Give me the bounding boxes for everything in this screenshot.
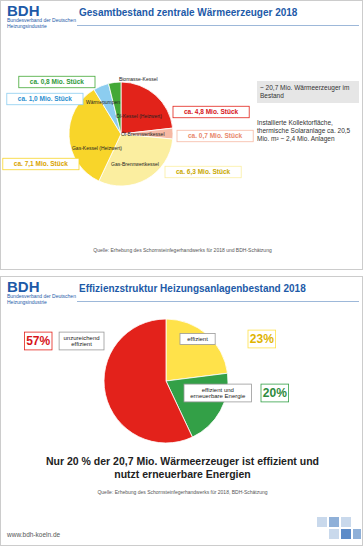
html-text:Gesamtbestand zentrale Wärmeer: Gesamtbestand zentrale Wärmeerzeuger 201… [79,7,298,18]
svg-text:ca. 1,0 Mio. Stück: ca. 1,0 Mio. Stück [18,95,73,103]
svg-text:effizient: effizient [187,336,208,342]
html-text:BDH: BDH [7,278,40,295]
html-text:Bundesverband der Deutschen He: Bundesverband der Deutschen Heizungsindu… [7,293,76,305]
svg-text:ca. 0,8 Mio. Stück: ca. 0,8 Mio. Stück [30,78,85,86]
html-text:BDH: BDH [7,2,40,19]
html-text:Effizienzstruktur Heizungsanla: Effizienzstruktur Heizungsanlagenbestand… [79,283,306,294]
html-text:Installierte Kollektorfläche,: Installierte Kollektorfläche, thermische… [257,119,351,142]
svg-text:ca. 0,7 Mio. Stück: ca. 0,7 Mio. Stück [188,132,243,140]
svg-text:effizient und: effizient und [202,387,234,393]
svg-text:20%: 20% [263,386,287,400]
html-text:Bundesverband der Deutschen He: Bundesverband der Deutschen Heizungsindu… [7,17,76,29]
svg-text:Öl-Kessel (Heizwert): Öl-Kessel (Heizwert) [116,113,162,119]
svg-text:Gas-Kessel (Heizwert): Gas-Kessel (Heizwert) [72,145,122,151]
html-text:Quelle: Erhebung des Schornste: Quelle: Erhebung des Schornsteinfegerhan… [97,489,268,495]
html-text:Quelle: Erhebung des Schornste: Quelle: Erhebung des Schornsteinfegerhan… [93,247,272,253]
html-text:Nur 20 % der 20,7 Mio. Wärmeer: Nur 20 % der 20,7 Mio. Wärmeerzeuger ist… [46,455,319,480]
svg-text:erneuerbare Energie: erneuerbare Energie [190,393,246,399]
svg-text:Gas-Brennwertkessel: Gas-Brennwertkessel [111,161,159,167]
html-text:~ 20,7 Mio. Wärmeerzeuger im B: ~ 20,7 Mio. Wärmeerzeuger im Bestand [260,84,350,99]
svg-text:Biomasse-Kessel: Biomasse-Kessel [119,76,158,82]
svg-text:effizient: effizient [71,341,92,347]
svg-text:Öl-Brennwertkessel: Öl-Brennwertkessel [121,131,165,137]
svg-text:57%: 57% [26,334,50,348]
svg-text:unzureichend: unzureichend [64,335,100,341]
svg-text:ca. 7,1 Mio. Stück: ca. 7,1 Mio. Stück [14,160,69,168]
html-text:www.bdh-koeln.de: www.bdh-koeln.de [7,531,61,538]
svg-text:ca. 4,8 Mio. Stück: ca. 4,8 Mio. Stück [184,108,239,116]
svg-text:23%: 23% [250,332,274,346]
svg-text:ca. 6,3 Mio. Stück: ca. 6,3 Mio. Stück [176,168,231,176]
svg-text:Wärmepumpen: Wärmepumpen [86,99,120,105]
